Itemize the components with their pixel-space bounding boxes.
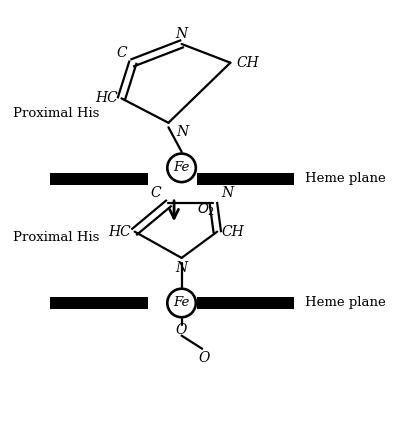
Text: N: N [176,261,188,275]
Bar [50,173,148,185]
Text: Proximal His: Proximal His [13,107,99,120]
Text: Proximal His: Proximal His [13,231,99,244]
Text: C: C [116,46,127,60]
Text: N: N [176,27,188,41]
Text: O: O [176,323,187,337]
Text: Fe: Fe [173,297,190,309]
Text: Fe: Fe [173,161,190,174]
Text: Heme plane: Heme plane [306,172,386,185]
Circle shape [167,289,196,317]
Text: N: N [221,187,233,200]
Bar [196,297,294,309]
Bar [196,173,294,185]
Text: $O_2$: $O_2$ [196,202,215,219]
Text: CH: CH [221,225,244,239]
Text: HC: HC [108,225,131,239]
Text: O: O [198,351,210,365]
Text: HC: HC [95,92,118,106]
Text: CH: CH [236,56,259,70]
Text: C: C [150,187,161,200]
Text: Heme plane: Heme plane [306,296,386,309]
Circle shape [167,154,196,182]
Text: N: N [176,124,188,139]
Bar [50,297,148,309]
